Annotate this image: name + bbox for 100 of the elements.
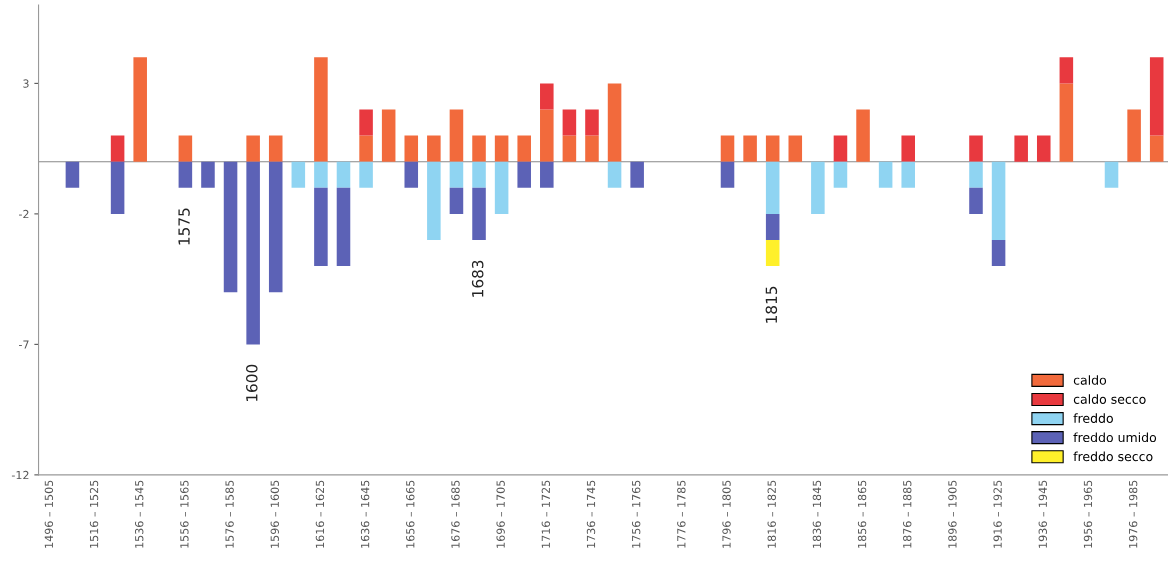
bar	[359, 161, 373, 188]
annotation: 1815	[765, 286, 778, 323]
x-tick-label: 1936 – 1945	[1038, 480, 1047, 548]
bar	[720, 161, 735, 188]
bar	[427, 135, 441, 162]
y-tick-label: -2	[18, 209, 29, 219]
bar	[472, 135, 486, 162]
bar	[336, 161, 351, 188]
x-tick-label: 1796 – 1805	[722, 480, 731, 548]
bar	[246, 161, 260, 345]
bar	[246, 135, 260, 162]
x-tick-label: 1756 – 1765	[631, 480, 641, 548]
legend-label: freddo secco	[1073, 451, 1153, 462]
bar	[1104, 161, 1119, 188]
bar	[359, 135, 373, 162]
x-tick-label: 1636 – 1645	[360, 480, 370, 548]
bar	[178, 161, 193, 188]
bar	[314, 57, 328, 162]
annotation: 1683	[471, 260, 484, 297]
bar	[291, 161, 306, 188]
x-tick-label: 1716 – 1725	[541, 480, 551, 548]
bar	[811, 161, 825, 214]
x-tick-label: 1676 – 1685	[451, 480, 460, 548]
bar	[314, 161, 328, 188]
bar	[517, 161, 531, 188]
bar	[765, 213, 780, 240]
bar	[404, 161, 419, 188]
bar	[765, 135, 780, 162]
bar	[969, 135, 983, 162]
bar	[540, 83, 554, 110]
bar	[1014, 135, 1028, 162]
bar	[1059, 57, 1074, 84]
bar	[562, 109, 577, 136]
legend-label: freddo	[1073, 413, 1113, 423]
bar	[65, 161, 80, 188]
y-tick-label: 3	[23, 79, 29, 88]
x-tick-label: 1916 – 1925	[993, 480, 1002, 548]
bar	[878, 161, 893, 188]
bar	[201, 161, 215, 188]
x-tick-label: 1976 – 1985	[1128, 480, 1138, 548]
bar	[901, 135, 915, 162]
bar	[178, 135, 193, 162]
x-tick-label: 1836 – 1845	[812, 480, 822, 548]
bar	[404, 135, 419, 162]
annotation: 1600	[246, 364, 258, 402]
bar	[607, 161, 622, 188]
legend-label: caldo secco	[1073, 394, 1146, 404]
bar	[743, 135, 757, 162]
y-tick-label: -12	[11, 470, 29, 480]
bar	[133, 57, 147, 162]
x-tick-label: 1736 – 1745	[586, 480, 596, 548]
bar	[517, 135, 531, 162]
bar	[268, 161, 283, 293]
bar	[607, 83, 622, 162]
bar	[336, 187, 351, 267]
x-tick-label: 1956 – 1965	[1083, 480, 1093, 548]
bar	[765, 161, 780, 214]
bar	[494, 135, 509, 162]
x-tick-label: 1856 – 1865	[857, 480, 867, 548]
bar	[314, 187, 328, 267]
bar	[110, 135, 125, 162]
x-tick-label: 1516 – 1525	[89, 480, 99, 548]
x-tick-label: 1776 – 1785	[677, 480, 686, 548]
x-tick-label: 1616 – 1625	[315, 480, 325, 548]
bar	[1059, 83, 1074, 162]
bar	[562, 135, 577, 162]
bar	[472, 161, 486, 188]
bar	[856, 109, 870, 162]
legend-label: freddo umido	[1073, 432, 1157, 443]
bar	[1127, 109, 1141, 162]
bar	[540, 161, 554, 188]
x-tick-label: 1496 – 1505	[44, 480, 54, 548]
bar	[788, 135, 803, 162]
bar	[991, 161, 1006, 240]
x-tick-label: 1596 – 1605	[270, 480, 279, 548]
bar	[630, 161, 644, 188]
bar	[494, 161, 509, 214]
bar	[901, 161, 915, 188]
bar	[969, 161, 983, 188]
bar	[585, 109, 599, 136]
bar	[268, 135, 283, 162]
bar	[381, 109, 396, 162]
bar	[1149, 57, 1164, 136]
annotation: 1575	[178, 208, 190, 245]
legend-label: caldo	[1073, 375, 1107, 385]
bar	[585, 135, 599, 162]
bar	[110, 161, 125, 214]
bar	[449, 109, 464, 162]
x-tick-label: 1876 – 1885	[903, 480, 912, 548]
bar	[427, 161, 441, 240]
bar	[472, 187, 486, 240]
bar	[449, 187, 464, 214]
bar	[765, 239, 780, 267]
x-tick-label: 1696 – 1705	[496, 480, 505, 548]
bar	[449, 161, 464, 188]
x-tick-label: 1656 – 1665	[406, 480, 415, 548]
bar	[720, 135, 735, 162]
x-tick-label: 1556 – 1565	[180, 480, 189, 548]
bar	[969, 187, 983, 214]
bar	[833, 161, 848, 188]
